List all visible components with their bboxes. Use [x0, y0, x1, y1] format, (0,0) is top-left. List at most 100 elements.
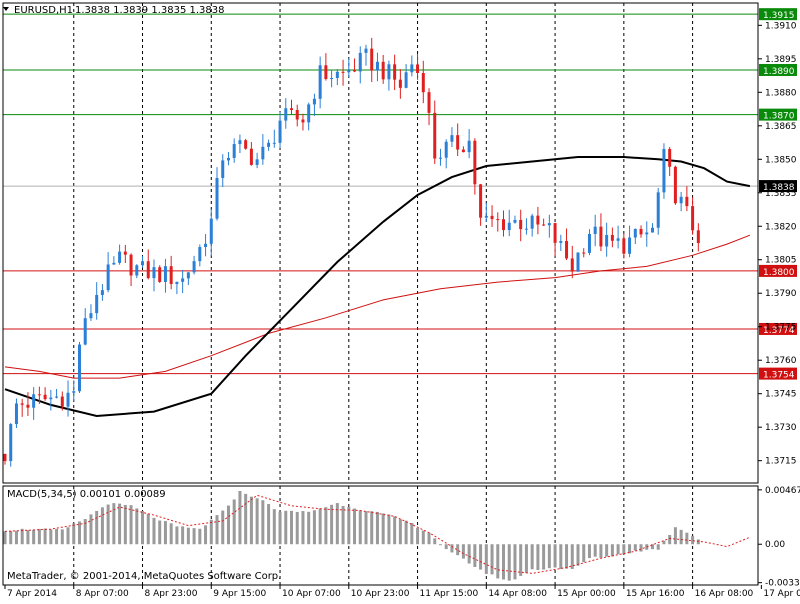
x-tick-label: 8 Apr 07:00 [76, 589, 129, 599]
macd-bar [524, 544, 528, 573]
macd-bar [244, 493, 248, 545]
macd-bar [290, 510, 293, 545]
candle [3, 453, 7, 465]
macd-bar [490, 544, 494, 575]
candle-body [461, 149, 465, 153]
candle [324, 53, 328, 81]
candle-body [112, 262, 116, 265]
candle [152, 259, 156, 292]
candle-body [370, 48, 374, 71]
y-tick-label: 1.3895 [765, 55, 797, 65]
candle-body [152, 267, 156, 279]
current-price-tag [759, 180, 797, 193]
y-tick-label: 1.3715 [765, 457, 797, 467]
candle [610, 227, 614, 248]
candle [238, 134, 242, 153]
macd-frame [2, 485, 759, 586]
candle [123, 244, 127, 264]
candle [163, 258, 167, 293]
macd-bar [479, 544, 483, 570]
candle-body [255, 159, 259, 165]
candle-body [221, 160, 225, 179]
candle-body [3, 453, 7, 462]
y-tick-label: 1.3910 [765, 21, 797, 31]
candle-body [341, 71, 345, 73]
candle-body [427, 92, 431, 113]
macd-bar [599, 544, 603, 558]
candle-body [587, 233, 591, 253]
candle-body [473, 140, 477, 185]
candle [118, 244, 122, 265]
candle [267, 139, 271, 151]
macd-bar [610, 544, 614, 557]
candle-body [175, 281, 179, 285]
candle [370, 37, 374, 82]
candle [249, 142, 253, 166]
macd-bar [83, 519, 87, 545]
macd-bar [267, 504, 271, 545]
candle [490, 205, 494, 227]
candle-body [542, 224, 546, 226]
candle [100, 284, 104, 301]
candle [628, 225, 632, 258]
macd-bar [421, 530, 425, 545]
candle-body [524, 228, 528, 230]
candle [444, 139, 448, 169]
macd-bar [622, 544, 626, 555]
macd-bar [158, 520, 162, 545]
macd-bar [542, 544, 546, 570]
candle [77, 341, 81, 394]
macd-bar [467, 544, 471, 564]
candle-body [433, 112, 437, 159]
candle [461, 146, 465, 153]
candle-body [49, 397, 53, 400]
candle [295, 104, 299, 127]
macd-bar [502, 544, 506, 580]
macd-bar [284, 510, 288, 545]
candle-body [582, 252, 586, 254]
candle-body [679, 196, 683, 204]
candle-body [358, 52, 362, 72]
ohlc-values: 1.3838 1.3839 1.3835 1.3838 [75, 5, 225, 16]
candle [204, 234, 208, 257]
candle-body [158, 267, 162, 282]
candle-body [226, 157, 230, 161]
candle-body [421, 73, 425, 93]
grid [73, 3, 694, 585]
candle-body [467, 140, 471, 153]
candle [146, 249, 150, 280]
candle-body [502, 219, 506, 231]
macd-bar [106, 504, 110, 545]
macd-bar [576, 544, 580, 566]
macd-bar [416, 527, 420, 545]
candle-body [244, 140, 248, 149]
candle [290, 99, 293, 115]
triangle-down-icon[interactable] [3, 7, 9, 11]
candle [496, 212, 500, 232]
candle [536, 206, 540, 235]
macd-bar [335, 503, 339, 545]
candle [26, 392, 30, 416]
candle [215, 167, 219, 221]
candle [358, 46, 362, 84]
x-tick-label: 7 Apr 2014 [7, 589, 57, 599]
macd-bar [553, 544, 557, 568]
macd-bar [513, 544, 517, 580]
candle [341, 59, 345, 86]
x-tick-label: 14 Apr 08:00 [488, 589, 547, 599]
candle [255, 152, 259, 169]
macd-bar [650, 544, 654, 550]
macd-y-tick-label: -0.0033 [765, 579, 800, 589]
candle-body [301, 119, 305, 123]
candle-body [163, 266, 167, 282]
candle [186, 271, 190, 286]
candle-body [416, 64, 420, 74]
candle [416, 53, 420, 80]
macd-bar [347, 506, 351, 545]
y-tick-label: 1.3805 [765, 256, 797, 266]
candle [261, 134, 265, 165]
candle-body [215, 178, 219, 219]
candle-body [410, 64, 414, 73]
